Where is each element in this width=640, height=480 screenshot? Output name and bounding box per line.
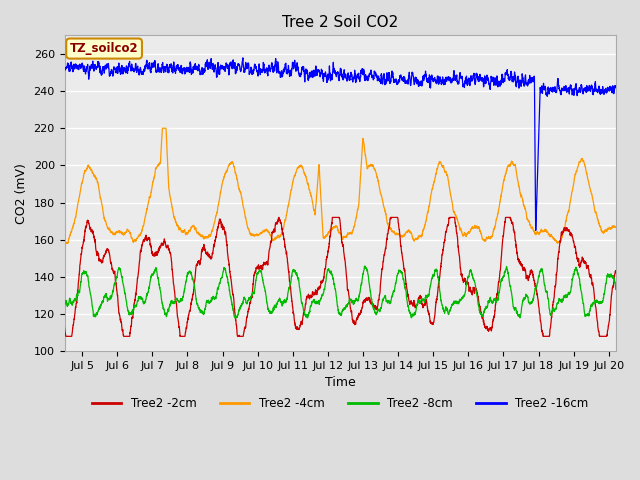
Title: Tree 2 Soil CO2: Tree 2 Soil CO2 [282,15,398,30]
Text: TZ_soilco2: TZ_soilco2 [70,42,138,55]
X-axis label: Time: Time [324,376,355,389]
Legend: Tree2 -2cm, Tree2 -4cm, Tree2 -8cm, Tree2 -16cm: Tree2 -2cm, Tree2 -4cm, Tree2 -8cm, Tree… [87,392,593,415]
Y-axis label: CO2 (mV): CO2 (mV) [15,163,28,224]
